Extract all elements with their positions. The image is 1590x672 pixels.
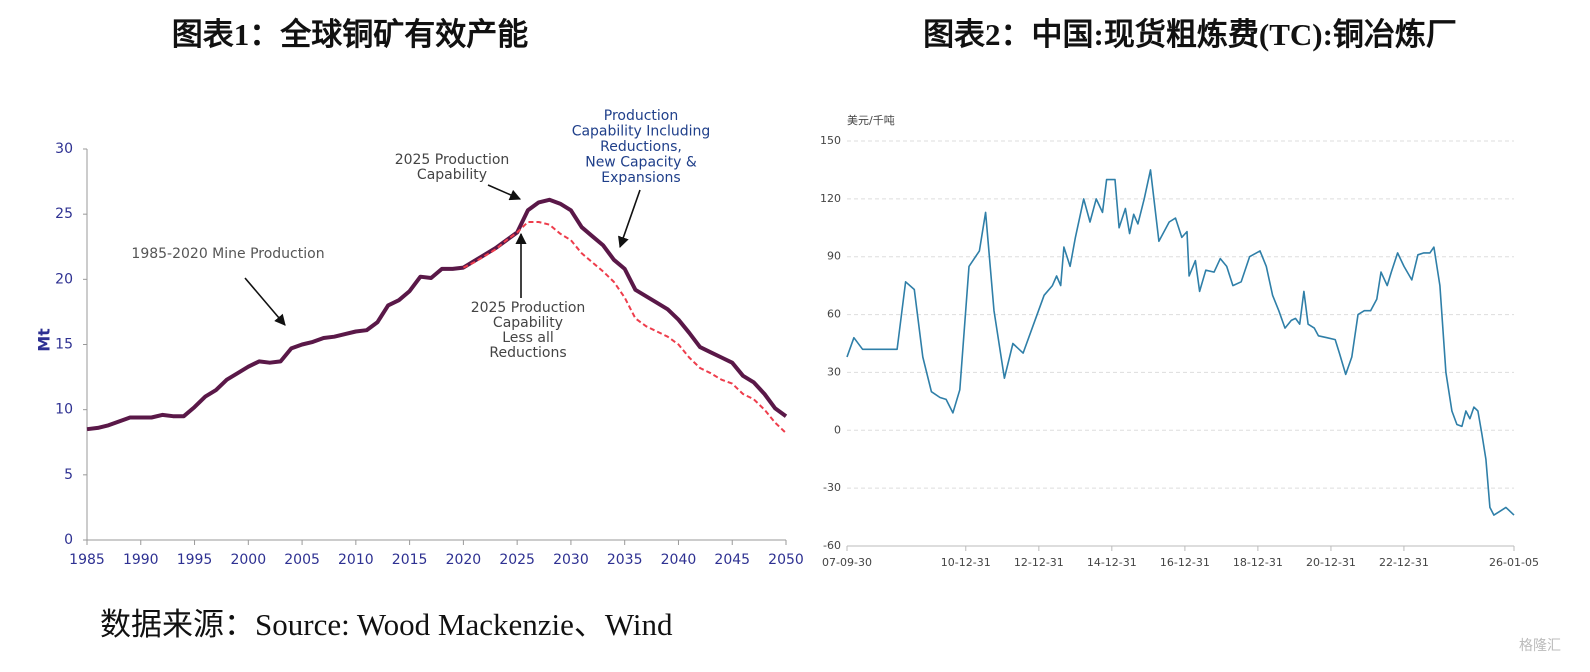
annotation: New Capacity & xyxy=(585,155,697,171)
data-line xyxy=(846,169,1515,516)
y-tick-label: 0 xyxy=(834,423,841,436)
chart-title: 图表2：中国:现货粗炼费(TC):铜冶炼厂 xyxy=(923,17,1457,52)
x-tick-label: 2045 xyxy=(714,552,750,568)
data-line xyxy=(462,221,787,434)
x-tick-label: 12-12-31 xyxy=(1014,556,1064,569)
x-tick-label: 2035 xyxy=(607,552,643,568)
y-tick-label: 150 xyxy=(820,134,841,147)
x-tick-label: 16-12-31 xyxy=(1160,556,1210,569)
x-tick-label: 1995 xyxy=(177,552,213,568)
y-tick-label: 15 xyxy=(55,337,73,353)
x-tick-label: 2010 xyxy=(338,552,374,568)
annotation: Production xyxy=(604,108,678,124)
y-tick-label: 30 xyxy=(55,141,73,157)
x-tick-label: 1985 xyxy=(69,552,105,568)
y-tick-label: 10 xyxy=(55,402,73,418)
x-tick-label: 1990 xyxy=(123,552,159,568)
annotation: Reductions xyxy=(489,345,566,361)
y-axis-label: Mt xyxy=(35,328,54,352)
x-tick-label: 18-12-31 xyxy=(1233,556,1283,569)
annotation-arrow xyxy=(487,184,522,201)
x-tick-label: 2040 xyxy=(661,552,697,568)
x-tick-label: 07-09-30 xyxy=(822,556,872,569)
y-tick-label: -30 xyxy=(823,481,841,494)
x-tick-label: 10-12-31 xyxy=(941,556,991,569)
y-tick-label: 60 xyxy=(827,308,841,321)
x-tick-label: 2025 xyxy=(499,552,535,568)
annotation-arrow xyxy=(244,277,286,326)
y-tick-label: -60 xyxy=(823,539,841,552)
annotation: 1985-2020 Mine Production xyxy=(131,246,324,262)
y-tick-label: 120 xyxy=(820,192,841,205)
x-tick-label: 20-12-31 xyxy=(1306,556,1356,569)
y-tick-label: 30 xyxy=(827,365,841,378)
y-tick-label: 5 xyxy=(64,467,73,483)
annotation: 2025 Production xyxy=(471,300,586,316)
annotation: Capability xyxy=(493,315,563,331)
x-tick-label: 2000 xyxy=(230,552,266,568)
x-tick-label: 2015 xyxy=(392,552,428,568)
y-tick-label: 20 xyxy=(55,271,73,287)
annotation-arrow xyxy=(618,189,641,249)
x-tick-label: 26-01-05 xyxy=(1489,556,1539,569)
x-tick-label: 2050 xyxy=(768,552,804,568)
data-line xyxy=(86,197,788,432)
x-tick-label: 2020 xyxy=(446,552,482,568)
watermark: 格隆汇 xyxy=(1519,638,1561,654)
y-tick-label: 90 xyxy=(827,250,841,263)
chart-title: 图表1：全球铜矿有效产能 xyxy=(172,17,529,52)
annotation: 2025 Production xyxy=(395,152,510,168)
annotation: Expansions xyxy=(601,170,680,186)
annotation: Less all xyxy=(502,330,554,346)
x-tick-label: 2005 xyxy=(284,552,320,568)
annotation: Capability xyxy=(417,167,487,183)
y-axis-label: 美元/千吨 xyxy=(847,114,895,127)
y-tick-label: 25 xyxy=(55,206,73,222)
annotation: Capability Including xyxy=(572,124,711,140)
x-tick-label: 14-12-31 xyxy=(1087,556,1137,569)
x-tick-label: 2030 xyxy=(553,552,589,568)
x-tick-label: 22-12-31 xyxy=(1379,556,1429,569)
source-note: 数据来源：Source: Wood Mackenzie、Wind xyxy=(100,607,673,642)
annotation: Reductions, xyxy=(600,139,682,155)
y-tick-label: 0 xyxy=(64,532,73,548)
